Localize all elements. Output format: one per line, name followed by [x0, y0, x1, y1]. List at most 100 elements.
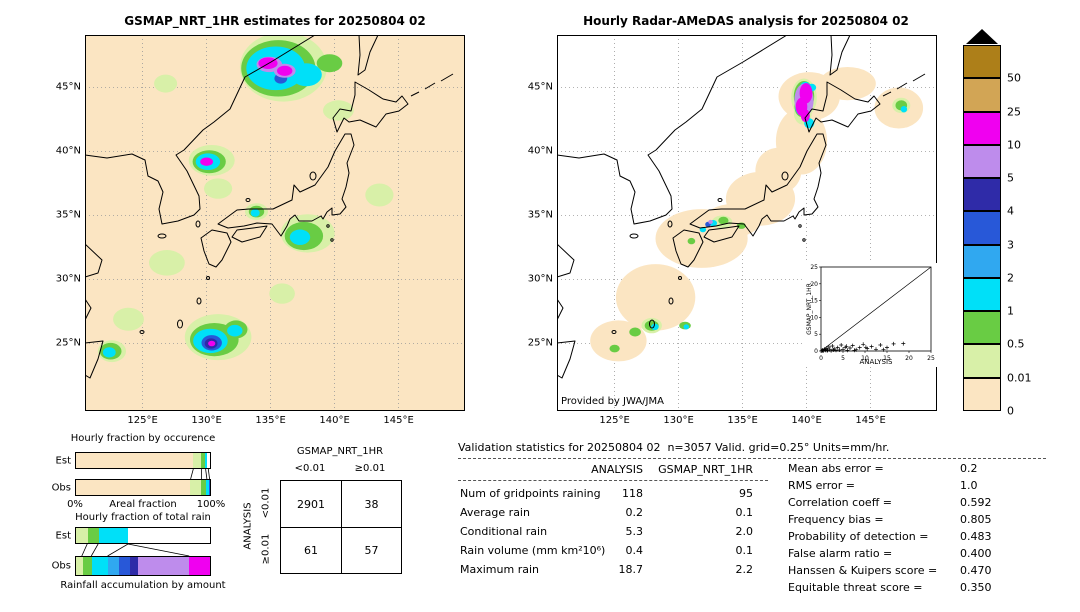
precip-region [900, 106, 908, 113]
scatter-point [891, 341, 896, 346]
bar-segment [128, 528, 210, 543]
coastline [410, 91, 420, 97]
radar-map-panel: 0 0 5 5 10 10 15 15 20 20 25 25 ANALYSIS GSMAP_NRT_1H… [557, 35, 937, 411]
colorbar-tick-label: 0.5 [1007, 337, 1025, 351]
bar-segment [188, 557, 210, 575]
precip-region [629, 327, 641, 337]
coastline [689, 133, 827, 237]
scatter-point [850, 343, 855, 348]
metric-label: Equitable threat score = [788, 581, 923, 594]
coastline [557, 340, 576, 379]
funnel-line [81, 544, 88, 556]
funnel-line [107, 544, 129, 556]
colorbar-tick-label: 0 [1007, 404, 1014, 418]
lon-tick-label: 135°E [727, 415, 758, 426]
precip-region [291, 63, 322, 87]
total-rain-obs-label: Obs [51, 560, 71, 572]
stats-row-label: Rain volume (mm km²10⁶) [460, 544, 606, 557]
coastline [896, 82, 908, 90]
island-outline [326, 224, 330, 228]
colorbar-block [963, 377, 1001, 411]
bar-segment [129, 557, 138, 575]
colorbar-tick-label: 50 [1007, 71, 1021, 85]
coastline [912, 73, 926, 82]
island-outline [667, 220, 673, 228]
metric-row: Mean abs error = 0.2 [788, 462, 978, 475]
inset-y-tick-label: 0 [814, 348, 818, 355]
total-rain-obs-bar [75, 556, 211, 576]
lat-tick-label: 45°N [527, 81, 553, 93]
colorbar-block [963, 45, 1001, 79]
bar-segment [118, 557, 130, 575]
scatter-point [854, 347, 859, 352]
bar-segment [204, 453, 208, 468]
precip-region [683, 324, 690, 330]
coastline [804, 81, 881, 133]
bar-segment [76, 528, 89, 543]
bar-segment [88, 528, 99, 543]
scatter-point [861, 342, 866, 347]
colorbar-tick-label: 0.01 [1007, 371, 1032, 385]
scatter-point [829, 348, 834, 353]
areal-axis-label: Areal fraction [109, 499, 177, 510]
bar-segment [76, 453, 193, 468]
island-outline [678, 276, 682, 280]
stats-row-label: Maximum rain [460, 563, 539, 576]
colorbar-block [963, 178, 1001, 212]
areal-axis-100: 100% [196, 499, 226, 510]
contingency-cell-false-alarm: 38 [341, 481, 401, 527]
metric-value: 0.483 [960, 530, 992, 543]
validation-stats-panel: Validation statistics for 20250804 02 n=… [458, 441, 1048, 611]
island-outline [649, 319, 655, 329]
precip-region [800, 109, 810, 122]
lat-tick-label: 35°N [55, 209, 81, 221]
total-rain-est-label: Est [55, 530, 71, 542]
colorbar-block [963, 277, 1001, 312]
precip-region [102, 347, 116, 358]
lat-tick-label: 40°N [55, 145, 81, 157]
stats-row-analysis: 0.4 [625, 544, 644, 557]
left-map-title: GSMAP_NRT_1HR estimates for 20250804 02 [124, 14, 426, 28]
occurrence-est-label: Est [55, 455, 71, 467]
lon-tick-label: 140°E [319, 415, 350, 426]
precip-region [819, 67, 876, 101]
island-outline [177, 319, 183, 329]
island-outline [139, 330, 145, 334]
scatter-point [885, 345, 889, 350]
island-outline [798, 224, 802, 228]
precip-region [651, 323, 659, 330]
contingency-row-label-lt: <0.01 [260, 487, 272, 519]
lat-tick-label: 25°N [527, 337, 553, 349]
colorbar-block [963, 244, 1001, 278]
metric-value: 0.2 [960, 462, 978, 475]
colorbar-tick-label: 25 [1007, 105, 1021, 119]
inset-x-tick-label: 25 [927, 355, 935, 362]
metric-value: 0.400 [960, 547, 992, 560]
island-outline [781, 171, 789, 181]
map-border [85, 35, 465, 411]
bar-segment [208, 480, 210, 495]
inset-x-tick-label: 0 [819, 355, 823, 362]
stats-row-label: Average rain [460, 506, 530, 519]
scatter-point [844, 344, 849, 349]
coastline [217, 133, 355, 237]
precip-region [250, 209, 260, 217]
scatter-point [835, 345, 840, 350]
colorbar-overflow-triangle [966, 29, 998, 44]
coastline [200, 229, 232, 268]
coastline [357, 35, 379, 76]
scatter-point [830, 344, 835, 348]
right-map-title: Hourly Radar-AMeDAS analysis for 2025080… [583, 14, 909, 28]
coastline [557, 298, 564, 321]
bar-segment [92, 557, 109, 575]
scatter-point [839, 343, 844, 347]
inset-y-tick-label: 25 [810, 264, 818, 271]
precip-region [365, 183, 394, 207]
metric-value: 0.805 [960, 513, 992, 526]
occurrence-obs-label: Obs [51, 482, 71, 494]
coastline [424, 82, 436, 90]
metric-label: Probability of detection = [788, 530, 929, 543]
inset-x-tick-label: 20 [905, 355, 913, 362]
coastline [85, 35, 316, 225]
